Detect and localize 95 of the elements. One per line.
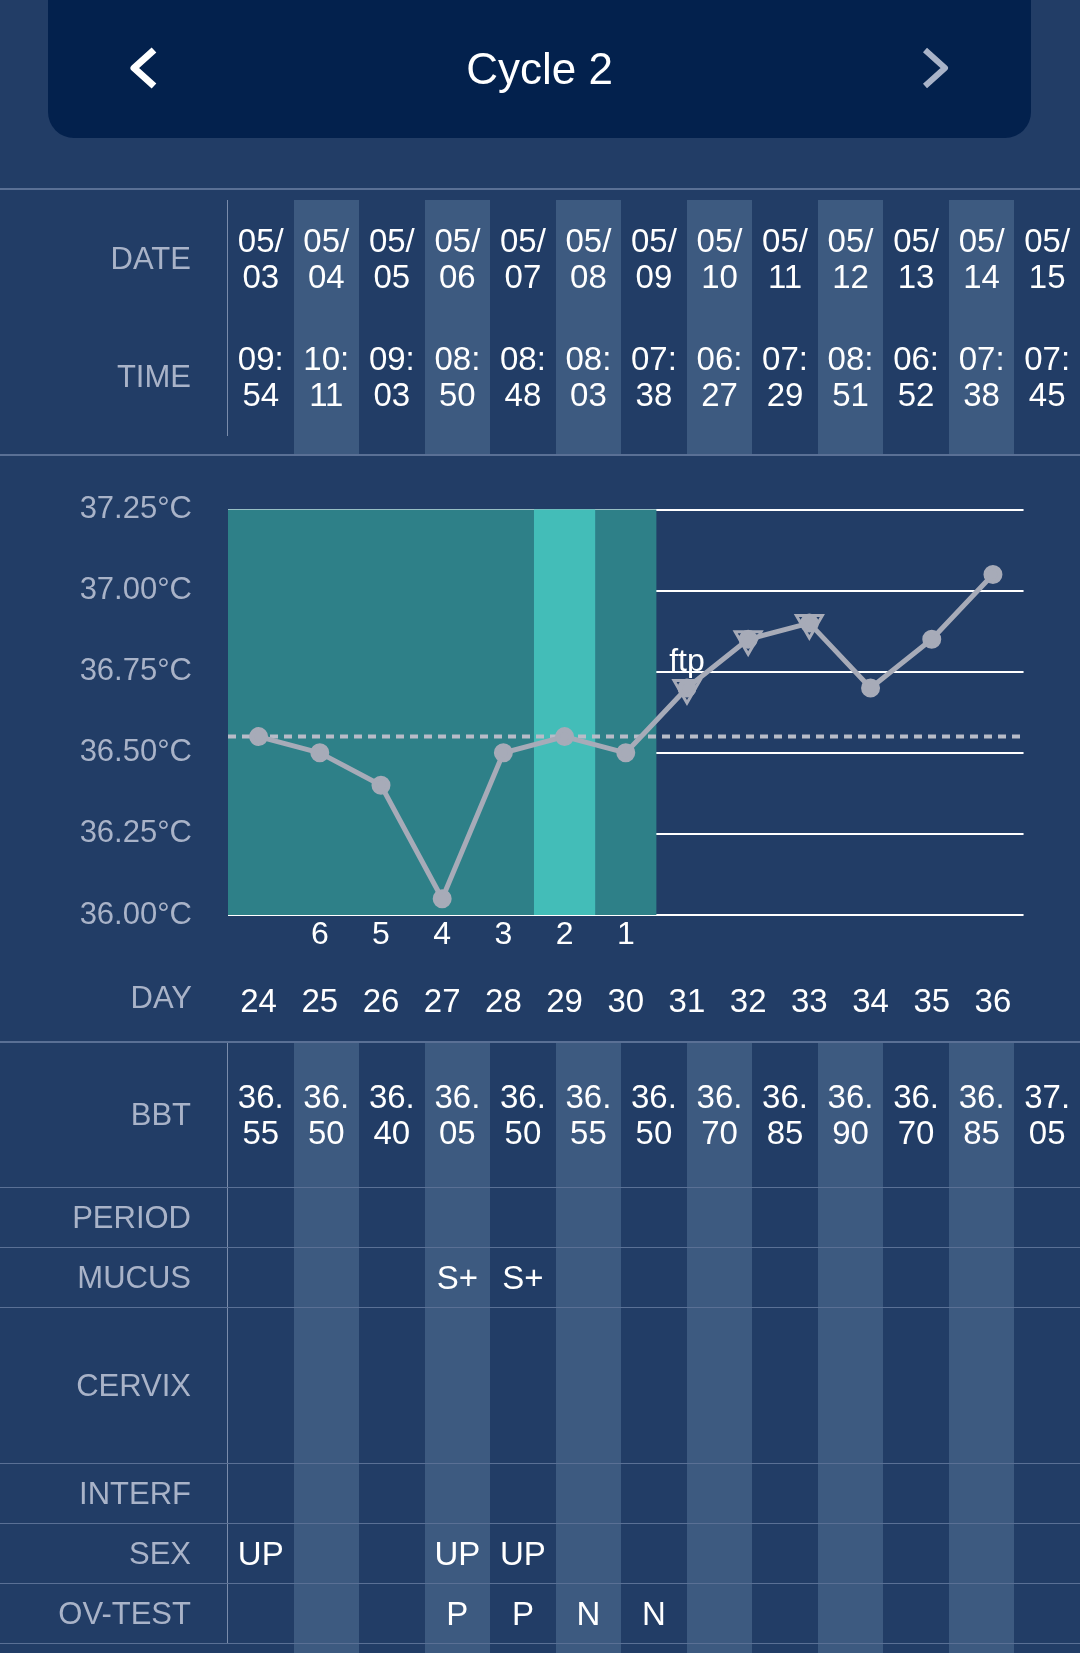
point [371,775,391,795]
y-tick-label: 37.25°C [79,490,192,526]
text: 07:29 [761,340,809,413]
text: 05/03 [236,222,285,295]
x-tick-label: 36 [974,981,1012,1019]
text: 08:03 [564,340,613,413]
text: N [576,1594,601,1632]
point [249,727,269,747]
chart-title: Cycle 2 [466,44,613,94]
y-tick-label: 37.00°C [79,571,192,607]
text: S+ [436,1258,478,1296]
text: UP [237,1534,284,1572]
x-tick-label: 28 [485,981,522,1019]
x-axis-title: DAY [129,980,193,1016]
text: 07:45 [1023,340,1072,413]
text: N [642,1594,666,1632]
text: 05/07 [498,222,547,295]
text: 05/10 [695,222,744,295]
y-tick-label: 36.00°C [79,895,192,931]
annotation: 2 [555,914,574,951]
text: INTERF [0,1464,228,1523]
text: SEX [0,1524,228,1583]
x-tick-label: 24 [240,981,277,1019]
text: 05/09 [630,222,678,295]
annotation: 3 [494,914,513,951]
text: 36.70 [892,1078,940,1151]
text: 05/05 [367,222,416,295]
annotation: 6 [310,914,329,951]
x-tick-label: 31 [668,981,706,1019]
x-tick-label: 29 [546,981,583,1019]
annotation: 5 [372,914,390,951]
text: 36.85 [761,1078,809,1151]
text: 05/11 [761,222,809,295]
text: BBT [0,1043,228,1187]
text: 06:27 [695,340,744,413]
text: 08:51 [826,340,875,413]
text: 36.85 [957,1078,1006,1151]
y-tick-label: 36.75°C [79,652,192,688]
text: DATE [0,200,228,318]
text: 36.50 [498,1078,547,1151]
x-tick-label: 26 [362,981,400,1019]
text: 36.40 [367,1078,416,1151]
y-tick-label: 36.50°C [79,733,192,769]
text: CERVIX [0,1308,228,1463]
text: P [446,1594,469,1632]
text: 36.70 [695,1078,744,1151]
text: 05/08 [564,222,613,295]
text: TIME [0,318,228,436]
text: 07:38 [630,340,678,413]
text: 36.05 [433,1078,482,1151]
text: MUCUS [0,1248,228,1307]
text: 05/04 [302,222,351,295]
text: 36.55 [564,1078,613,1151]
point [983,564,1003,584]
x-tick-label: 30 [607,981,645,1019]
text: 09:03 [367,340,416,413]
text: P [511,1594,534,1632]
text: 08:48 [498,340,547,413]
text: 37.05 [1023,1078,1072,1151]
text: PERIOD [0,1188,228,1247]
text: 36.50 [302,1078,351,1151]
point [861,678,881,698]
text: 10:11 [302,340,351,413]
x-tick-label: 27 [423,981,461,1019]
x-tick-label: 33 [791,981,828,1019]
text: 36.90 [826,1078,875,1151]
y-tick-label: 36.25°C [79,814,192,850]
point [432,889,452,909]
text: UP [499,1534,546,1572]
text: 05/15 [1023,222,1072,295]
text: 36.55 [236,1078,285,1151]
annotation: 1 [616,914,635,951]
point [493,743,513,763]
text: 36.50 [630,1078,678,1151]
x-tick-label: 34 [852,981,889,1019]
text: 05/13 [892,222,940,295]
point [555,727,575,747]
x-tick-label: 35 [913,981,951,1019]
text: 09:54 [236,340,285,413]
text: S+ [502,1258,544,1296]
x-tick-label: 32 [729,981,767,1019]
text: 05/06 [433,222,482,295]
text: 08:50 [433,340,482,413]
text: 05/12 [826,222,875,295]
annotation: 4 [433,914,452,951]
text: 06:52 [892,340,940,413]
text: OV-TEST [0,1584,228,1643]
point [616,743,636,763]
x-tick-label: 25 [301,981,339,1019]
point [922,629,942,649]
text: 05/14 [957,222,1006,295]
text: UP [434,1534,481,1572]
point [310,743,330,763]
text: 07:38 [957,340,1006,413]
annotation: ftp [669,641,705,678]
